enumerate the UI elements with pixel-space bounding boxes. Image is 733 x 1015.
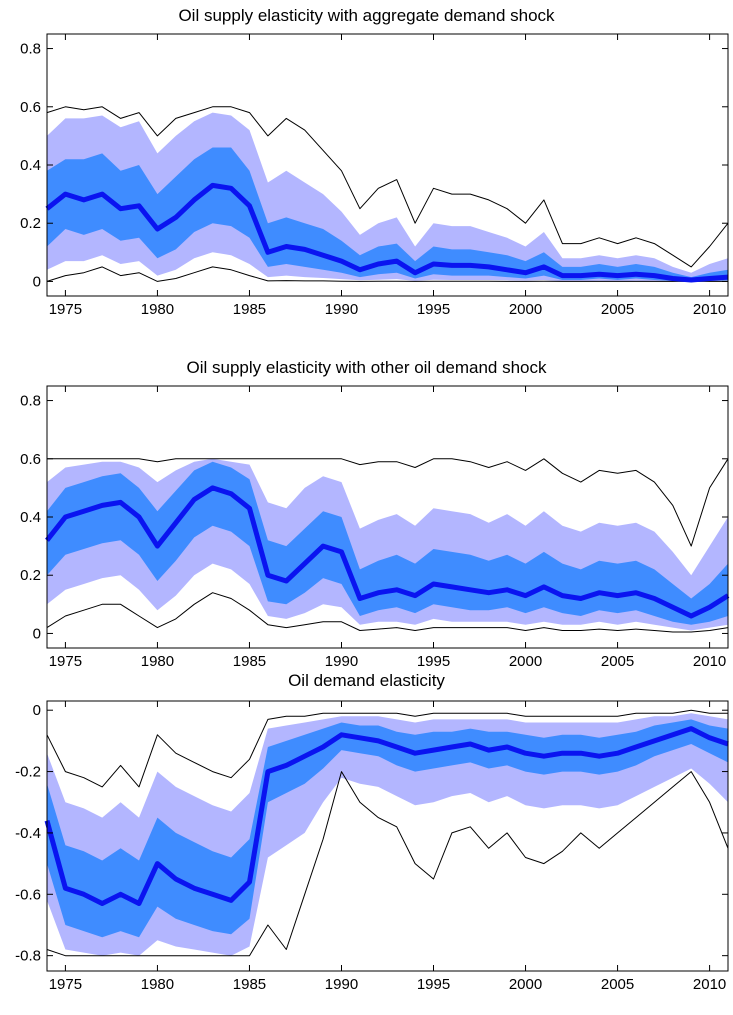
lower-bound-line xyxy=(46,771,729,957)
panel-3-title: Oil demand elasticity xyxy=(288,671,445,690)
x-tick-label: 2005 xyxy=(601,301,634,318)
median-line xyxy=(44,726,729,906)
x-tick-label: 1975 xyxy=(49,976,82,993)
y-tick-label: 0.4 xyxy=(20,157,41,174)
median-line xyxy=(45,182,729,283)
panel-1-title: Oil supply elasticity with aggregate dem… xyxy=(178,6,555,25)
y-tick-label: 0.2 xyxy=(20,567,41,584)
inner-credible-band xyxy=(47,719,728,938)
y-tick-label: 0 xyxy=(33,625,41,642)
x-tick-label: 2000 xyxy=(509,976,542,993)
y-tick-label: -0.4 xyxy=(15,825,41,842)
x-tick-label: 1990 xyxy=(325,976,358,993)
inner-credible-band xyxy=(47,147,728,282)
x-tick-label: 2010 xyxy=(693,301,726,318)
plot-frame xyxy=(46,700,729,972)
y-tick-label: -0.8 xyxy=(15,948,41,965)
x-tick-label: 1985 xyxy=(233,653,266,670)
x-tick-label: 2010 xyxy=(693,976,726,993)
x-tick-label: 2010 xyxy=(693,653,726,670)
x-tick-label: 1990 xyxy=(325,301,358,318)
x-tick-label: 1995 xyxy=(417,976,450,993)
lower-bound-line xyxy=(46,592,729,633)
x-tick-label: 1995 xyxy=(417,301,450,318)
upper-bound-line xyxy=(46,709,728,788)
x-tick-label: 1980 xyxy=(141,301,174,318)
x-tick-label: 1975 xyxy=(49,301,82,318)
upper-bound-line xyxy=(46,106,729,268)
x-tick-label: 1980 xyxy=(141,976,174,993)
panel-3-plot: 1975 1980 1985 1990 1995 2000 2005 2010 -0.8 -0.6… xyxy=(15,700,729,993)
y-tick-label: 0.6 xyxy=(20,451,41,468)
x-tick-label: 2005 xyxy=(601,653,634,670)
y-tick-label: 0.8 xyxy=(20,393,41,410)
upper-bound-line xyxy=(47,458,729,547)
inner-credible-band xyxy=(47,461,728,625)
y-tick-label: -0.6 xyxy=(15,886,41,903)
x-tick-label: 1990 xyxy=(325,653,358,670)
y-tick-label: -0.2 xyxy=(15,764,41,781)
y-tick-label: 0.8 xyxy=(20,41,41,58)
panel-2-plot: 1975 1980 1985 1990 1995 2000 2005 2010 0 0.2 0.4 0… xyxy=(20,385,730,670)
x-tick-label: 1985 xyxy=(233,301,266,318)
x-tick-label: 2000 xyxy=(509,653,542,670)
x-tick-label: 2005 xyxy=(601,976,634,993)
x-tick-label: 2000 xyxy=(509,301,542,318)
y-tick-label: 0.6 xyxy=(20,99,41,116)
panel-2-title: Oil supply elasticity with other oil dem… xyxy=(186,358,547,377)
lower-bound-line xyxy=(46,266,728,282)
x-tick-label: 1995 xyxy=(417,653,450,670)
x-tick-label: 1980 xyxy=(141,653,174,670)
x-tick-label: 1985 xyxy=(233,976,266,993)
y-tick-label: 0 xyxy=(33,273,41,290)
median-line xyxy=(45,485,730,619)
y-tick-label: 0.2 xyxy=(20,215,41,232)
y-tick-label: 0.4 xyxy=(20,509,41,526)
y-tick-label: 0 xyxy=(33,702,41,719)
panel-1-plot: 1975 1980 1985 1990 1995 2000 2005 2010 0 0.2 0.4 0… xyxy=(20,33,729,318)
x-tick-label: 1975 xyxy=(49,653,82,670)
